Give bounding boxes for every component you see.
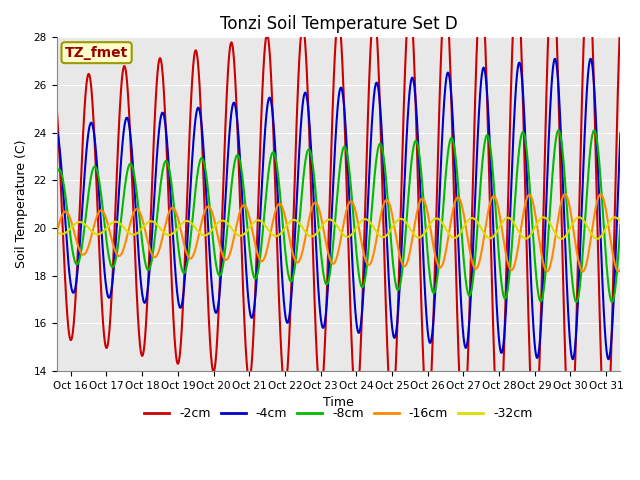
Y-axis label: Soil Temperature (C): Soil Temperature (C) [15, 140, 28, 268]
X-axis label: Time: Time [323, 396, 354, 409]
Title: Tonzi Soil Temperature Set D: Tonzi Soil Temperature Set D [220, 15, 457, 33]
Text: TZ_fmet: TZ_fmet [65, 46, 128, 60]
Legend: -2cm, -4cm, -8cm, -16cm, -32cm: -2cm, -4cm, -8cm, -16cm, -32cm [139, 402, 538, 425]
